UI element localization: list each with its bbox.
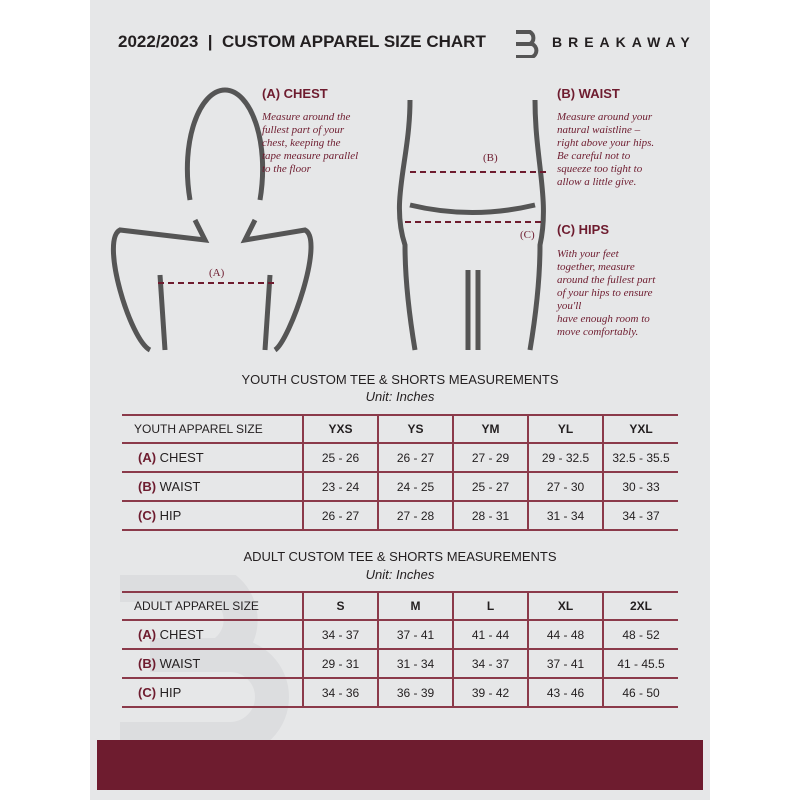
adult-table-title: ADULT CUSTOM TEE & SHORTS MEASUREMENTS xyxy=(243,549,557,564)
measure-value: 41 - 44 xyxy=(452,619,528,649)
size-header: YXL xyxy=(602,414,678,443)
size-header: XL xyxy=(527,591,603,620)
measure-letter: (A) xyxy=(138,627,157,642)
measure-name: CHEST xyxy=(159,450,204,465)
measure-value: 34 - 37 xyxy=(602,500,678,531)
chest-marker: (A) xyxy=(209,267,225,279)
measure-label: (C) HIP xyxy=(122,677,303,708)
youth-table-unit: Unit: Inches xyxy=(365,389,435,404)
size-header: YXS xyxy=(302,414,378,443)
measure-letter: (B) xyxy=(138,656,157,671)
size-header: S xyxy=(302,591,378,620)
waist-instructions: Measure around your natural waistline – ri… xyxy=(557,111,655,188)
adult-table-unit: Unit: Inches xyxy=(365,567,435,582)
table-row: (A) CHEST 34 - 37 37 - 41 41 - 44 44 - 48 48 … xyxy=(122,619,678,649)
measure-label: (A) CHEST xyxy=(122,442,303,472)
measure-label: (A) CHEST xyxy=(122,619,303,649)
hips-instructions: With your feet together, measure around th… xyxy=(557,248,656,338)
table-row: (C) HIP 34 - 36 36 - 39 39 - 42 43 - 46 46 - … xyxy=(122,677,678,708)
size-label-header: YOUTH APPAREL SIZE xyxy=(122,414,303,443)
size-header: YL xyxy=(527,414,603,443)
size-label-header: ADULT APPAREL SIZE xyxy=(122,591,303,620)
page-title: 2022/2023 | CUSTOM APPAREL SIZE CHART xyxy=(118,32,486,51)
measure-letter: (C) xyxy=(138,508,157,523)
measure-letter: (B) xyxy=(138,479,157,494)
size-header: M xyxy=(377,591,453,620)
measure-value: 26 - 27 xyxy=(302,500,378,531)
measure-value: 23 - 24 xyxy=(302,471,378,501)
chest-instructions: Measure around the fullest part of your ch… xyxy=(262,111,359,175)
measure-letter: (A) xyxy=(138,450,157,465)
measure-label: (B) WAIST xyxy=(122,648,303,678)
measure-value: 27 - 29 xyxy=(452,442,528,472)
measure-value: 31 - 34 xyxy=(527,500,603,531)
measure-value: 27 - 28 xyxy=(377,500,453,531)
adult-size-table: ADULT APPAREL SIZE S M L XL 2XL (A) CHEST 34 - … xyxy=(122,591,678,708)
measure-value: 26 - 27 xyxy=(377,442,453,472)
measure-value: 25 - 26 xyxy=(302,442,378,472)
measure-name: HIP xyxy=(159,508,182,523)
measure-value: 34 - 37 xyxy=(452,648,528,678)
brand-name: BREAKAWAY xyxy=(552,34,696,50)
measure-value: 25 - 27 xyxy=(452,471,528,501)
measure-letter: (C) xyxy=(138,685,157,700)
waist-marker: (B) xyxy=(483,152,498,164)
measure-value: 31 - 34 xyxy=(377,648,453,678)
measure-value: 43 - 46 xyxy=(527,677,603,708)
measure-value: 34 - 37 xyxy=(302,619,378,649)
body-diagrams xyxy=(110,87,550,353)
measure-value: 46 - 50 xyxy=(602,677,678,708)
measure-value: 39 - 42 xyxy=(452,677,528,708)
brand-logo: BREAKAWAY xyxy=(512,26,696,58)
measure-value: 41 - 45.5 xyxy=(602,648,678,678)
upper-body-outline-icon xyxy=(110,87,314,353)
measure-value: 28 - 31 xyxy=(452,500,528,531)
table-row: (C) HIP 26 - 27 27 - 28 28 - 31 31 - 34 34 - … xyxy=(122,500,678,531)
chest-heading: (A) CHEST xyxy=(262,86,328,101)
hips-marker: (C) xyxy=(520,229,535,241)
measure-value: 37 - 41 xyxy=(527,648,603,678)
header-row: ADULT APPAREL SIZE S M L XL 2XL xyxy=(122,591,678,620)
measure-value: 34 - 36 xyxy=(302,677,378,708)
measure-value: 24 - 25 xyxy=(377,471,453,501)
size-header: YM xyxy=(452,414,528,443)
table-row: (B) WAIST 29 - 31 31 - 34 34 - 37 37 - 41 41 … xyxy=(122,648,678,678)
waist-heading: (B) WAIST xyxy=(557,86,620,101)
table-row: (A) CHEST 25 - 26 26 - 27 27 - 29 29 - 32.5 3… xyxy=(122,442,678,472)
measure-name: WAIST xyxy=(159,656,201,671)
youth-table-title: YOUTH CUSTOM TEE & SHORTS MEASUREMENTS xyxy=(241,372,559,387)
measure-value: 29 - 32.5 xyxy=(527,442,603,472)
measure-value: 37 - 41 xyxy=(377,619,453,649)
table-row: (B) WAIST 23 - 24 24 - 25 25 - 27 27 - 30 30 … xyxy=(122,471,678,501)
measure-value: 27 - 30 xyxy=(527,471,603,501)
measure-value: 48 - 52 xyxy=(602,619,678,649)
hips-heading: (C) HIPS xyxy=(557,222,609,237)
measure-value: 29 - 31 xyxy=(302,648,378,678)
measure-value: 32.5 - 35.5 xyxy=(602,442,678,472)
measure-name: WAIST xyxy=(159,479,201,494)
measure-label: (B) WAIST xyxy=(122,471,303,501)
breakaway-b-logo-icon xyxy=(516,30,539,58)
measure-label: (C) HIP xyxy=(122,500,303,531)
measure-value: 36 - 39 xyxy=(377,677,453,708)
header-row: YOUTH APPAREL SIZE YXS YS YM YL YXL xyxy=(122,414,678,443)
measure-value: 30 - 33 xyxy=(602,471,678,501)
measure-name: CHEST xyxy=(159,627,204,642)
measure-name: HIP xyxy=(159,685,182,700)
measure-value: 44 - 48 xyxy=(527,619,603,649)
footer-band xyxy=(97,740,703,790)
lower-body-outline-icon xyxy=(396,99,546,351)
size-header: L xyxy=(452,591,528,620)
youth-size-table: YOUTH APPAREL SIZE YXS YS YM YL YXL (A) CHEST 2… xyxy=(122,414,678,531)
size-header: 2XL xyxy=(602,591,678,620)
size-header: YS xyxy=(377,414,453,443)
